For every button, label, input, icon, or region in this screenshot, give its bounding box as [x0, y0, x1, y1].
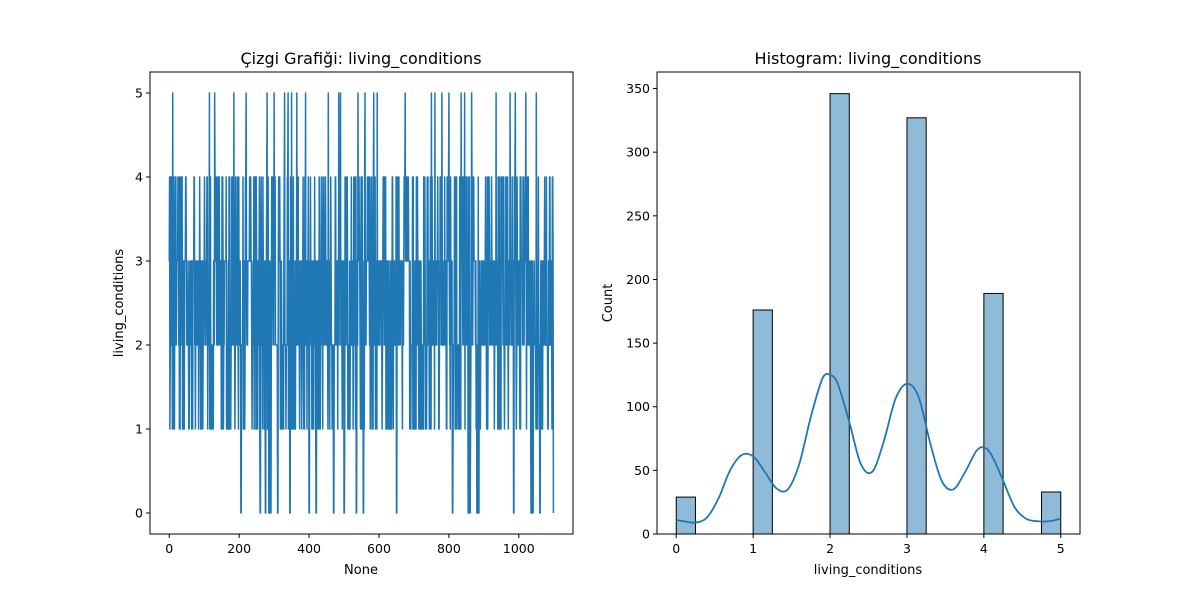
histogram-bar [906, 117, 927, 535]
line-chart: Çizgi Grafiği: living_conditions 0 200 400… [112, 49, 574, 578]
histogram-y-axis-ticks: 0 50 100 150 200 250 300 350 [626, 81, 657, 542]
histogram-kde-curve [676, 372, 1061, 524]
line-x-tick-label: 600 [367, 541, 391, 556]
histogram-y-tick-label: 300 [626, 145, 650, 160]
histogram-x-tick-label: 3 [903, 541, 911, 556]
line-chart-y-label: living_conditions [112, 249, 127, 358]
histogram-bar [829, 93, 850, 535]
histogram-bar [1041, 491, 1062, 535]
histogram-x-label: living_conditions [814, 563, 923, 578]
histogram-bar [752, 309, 773, 535]
line-chart-x-label: None [344, 563, 378, 578]
histogram-frame [656, 71, 1081, 535]
histogram-y-tick-label: 100 [626, 399, 650, 414]
line-y-tick-label: 2 [135, 338, 143, 353]
line-y-tick-label: 5 [135, 86, 143, 101]
histogram-y-tick-label: 250 [626, 208, 650, 223]
histogram-bar [675, 496, 696, 535]
line-plot-area [168, 92, 555, 514]
line-x-tick-label: 1000 [503, 541, 535, 556]
histogram-y-tick-label: 0 [642, 527, 650, 542]
histogram-x-tick-label: 1 [749, 541, 757, 556]
histogram-y-tick-label: 150 [626, 336, 650, 351]
histogram-title: Histogram: living_conditions [755, 49, 982, 69]
line-y-tick-label: 0 [135, 506, 143, 521]
line-x-tick-label: 400 [297, 541, 321, 556]
histogram-x-tick-label: 5 [1057, 541, 1065, 556]
histogram-x-tick-label: 4 [980, 541, 988, 556]
line-chart-title: Çizgi Grafiği: living_conditions [240, 49, 481, 69]
histogram-bar [983, 292, 1004, 535]
line-x-axis-ticks: 0 200 400 600 800 1000 [165, 534, 535, 556]
histogram-y-label: Count [601, 284, 616, 323]
histogram-y-tick-label: 200 [626, 272, 650, 287]
line-x-tick-label: 800 [437, 541, 461, 556]
line-y-axis-ticks: 0 1 2 3 4 5 [135, 86, 150, 521]
histogram-y-tick-label: 50 [634, 463, 650, 478]
histogram-kde [676, 372, 1061, 524]
line-x-tick-label: 200 [227, 541, 251, 556]
line-series-living-conditions [168, 92, 555, 514]
histogram-chart: Histogram: living_conditions 0 1 2 3 4 5 0 50 1… [601, 49, 1081, 578]
histogram-x-tick-label: 2 [826, 541, 834, 556]
line-x-tick-label: 0 [165, 541, 173, 556]
histogram-bars [675, 93, 1062, 535]
histogram-x-axis-ticks: 0 1 2 3 4 5 [672, 534, 1065, 556]
histogram-y-tick-label: 350 [626, 81, 650, 96]
line-chart-frame [149, 71, 574, 535]
histogram-x-tick-label: 0 [672, 541, 680, 556]
line-y-tick-label: 1 [135, 422, 143, 437]
line-y-tick-label: 3 [135, 254, 143, 269]
line-y-tick-label: 4 [135, 170, 143, 185]
